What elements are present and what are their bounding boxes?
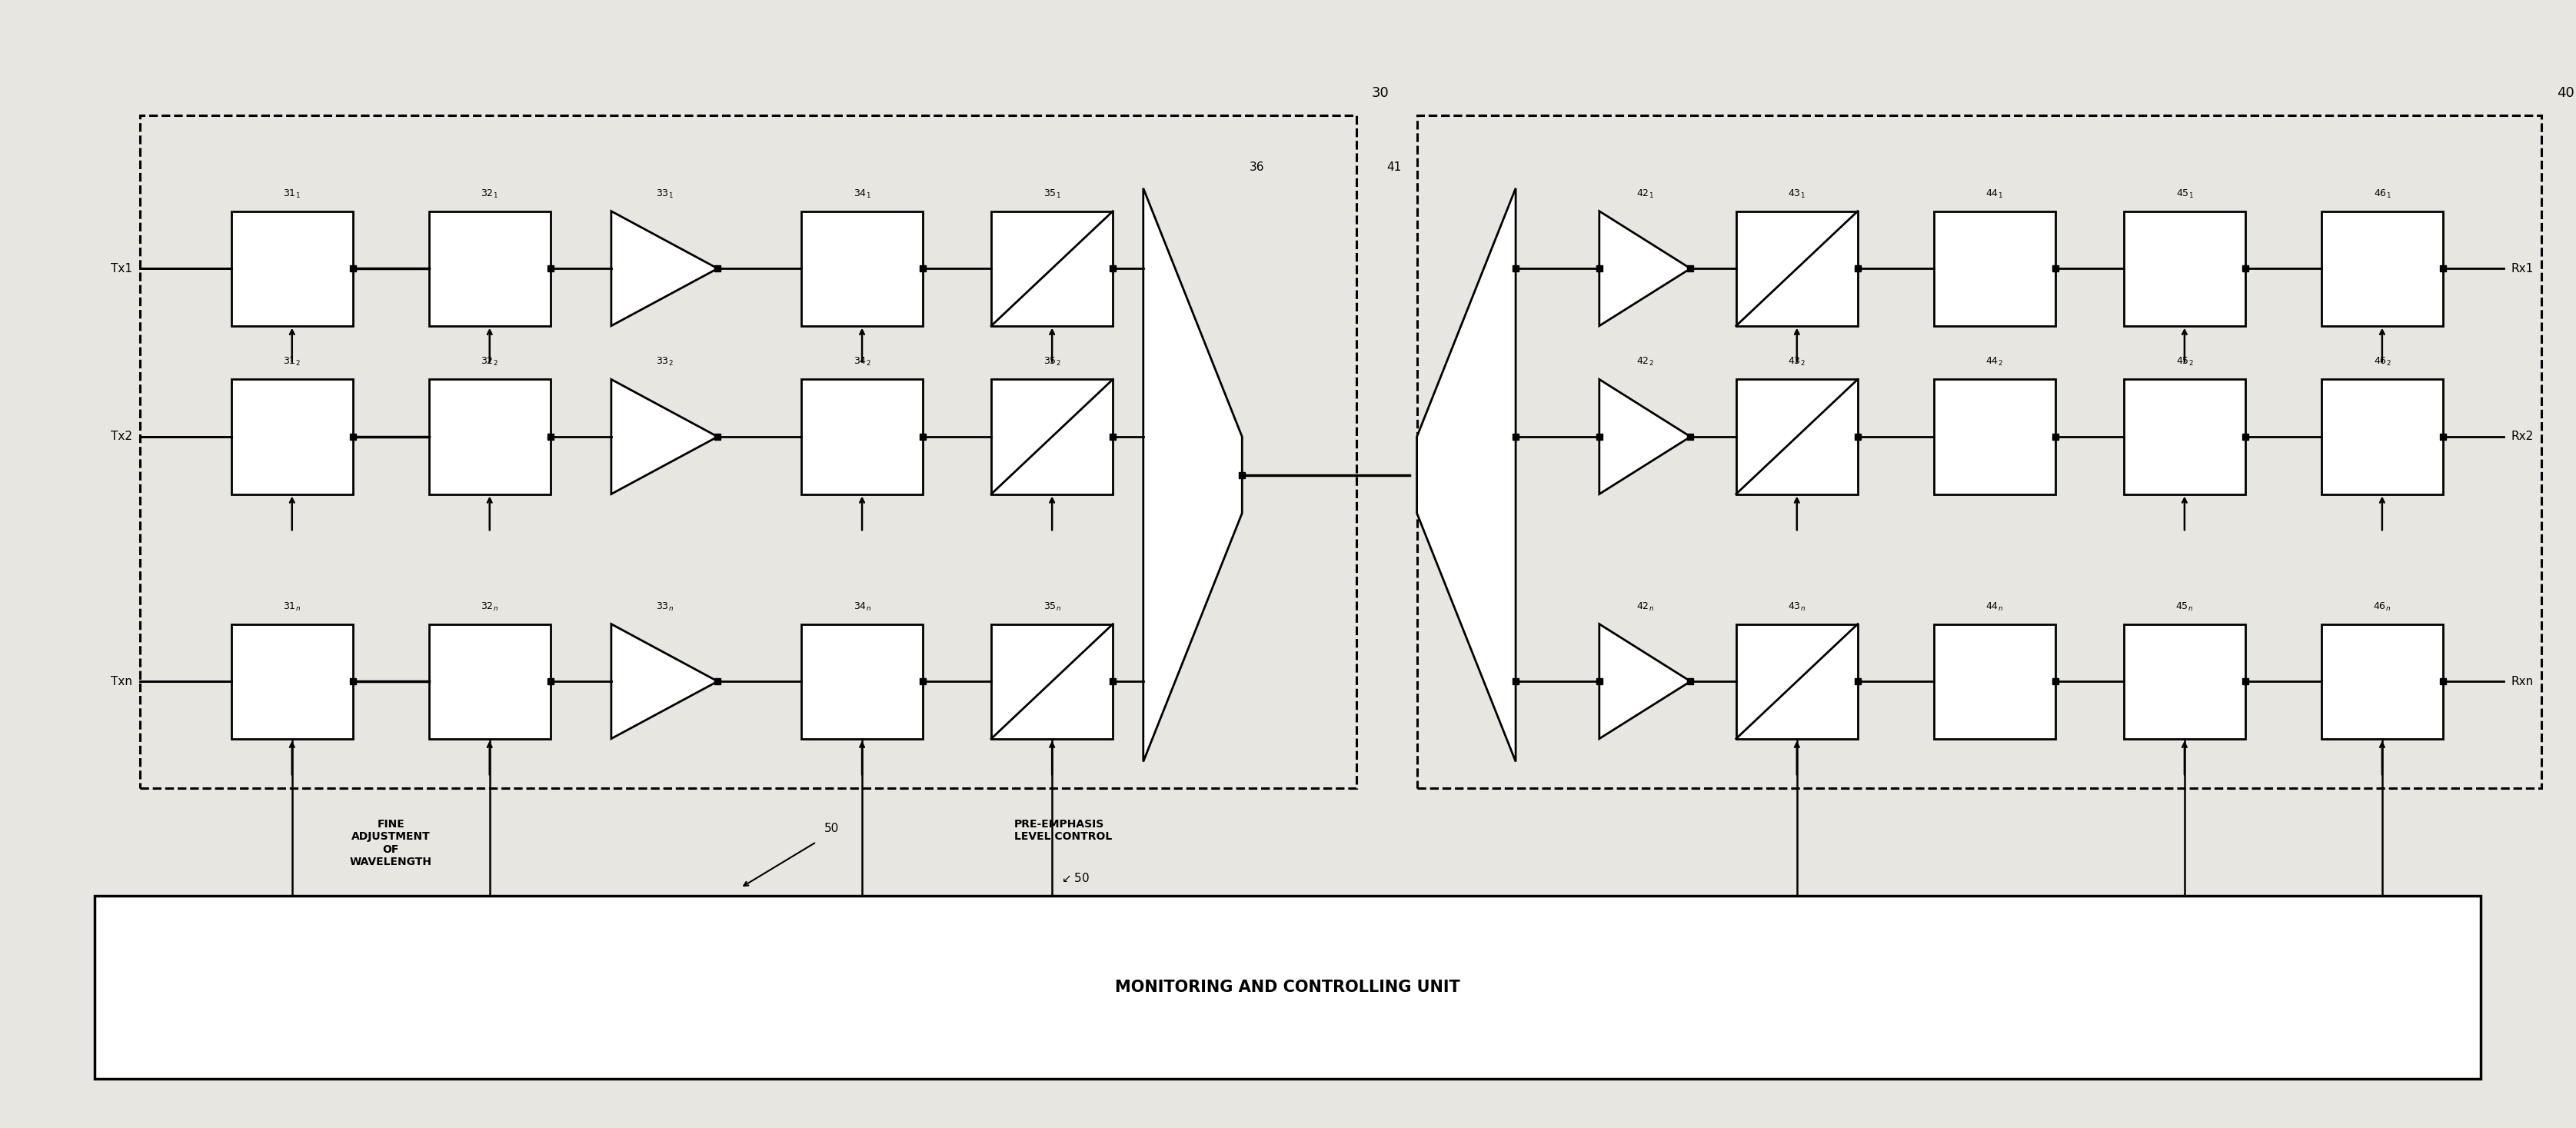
Text: 36: 36	[1249, 161, 1265, 173]
Text: 31$_{2}$: 31$_{2}$	[283, 356, 301, 368]
Polygon shape	[1417, 188, 1515, 761]
Text: 34$_{1}$: 34$_{1}$	[853, 188, 871, 200]
Text: 33$_{1}$: 33$_{1}$	[657, 188, 672, 200]
Bar	[992, 211, 1113, 326]
Text: 46$_{2}$: 46$_{2}$	[2372, 356, 2391, 368]
Bar	[1417, 115, 2543, 788]
Text: $\swarrow$50: $\swarrow$50	[1059, 872, 1090, 884]
Bar	[232, 379, 353, 494]
Text: 43$_{n}$: 43$_{n}$	[1788, 601, 1806, 613]
Text: Txn: Txn	[111, 676, 131, 687]
Text: 34$_{2}$: 34$_{2}$	[853, 356, 871, 368]
Text: 33$_{2}$: 33$_{2}$	[657, 356, 672, 368]
Bar	[428, 211, 551, 326]
Bar	[2321, 211, 2442, 326]
Text: 45$_{n}$: 45$_{n}$	[2177, 601, 2192, 613]
Bar	[1736, 624, 1857, 739]
Bar	[992, 379, 1113, 494]
Text: 42$_{1}$: 42$_{1}$	[1636, 188, 1654, 200]
Polygon shape	[1144, 188, 1242, 761]
Bar	[1935, 379, 2056, 494]
Bar	[95, 896, 2481, 1078]
Bar	[801, 211, 922, 326]
Bar	[992, 624, 1113, 739]
Bar	[139, 115, 1355, 788]
Text: 34$_{n}$: 34$_{n}$	[853, 601, 871, 613]
Text: Tx2: Tx2	[111, 431, 131, 442]
Bar	[1935, 211, 2056, 326]
Text: MONITORING AND CONTROLLING UNIT: MONITORING AND CONTROLLING UNIT	[1115, 979, 1461, 995]
Text: 42$_{n}$: 42$_{n}$	[1636, 601, 1654, 613]
Text: 45$_{2}$: 45$_{2}$	[2177, 356, 2192, 368]
Text: Rxn: Rxn	[2512, 676, 2535, 687]
Text: Tx1: Tx1	[111, 263, 131, 274]
Text: 30: 30	[1370, 87, 1388, 100]
Bar	[232, 624, 353, 739]
Text: 50: 50	[824, 822, 840, 835]
Text: Rx1: Rx1	[2512, 263, 2535, 274]
Text: 32$_{1}$: 32$_{1}$	[482, 188, 497, 200]
Bar	[801, 624, 922, 739]
Polygon shape	[611, 211, 719, 326]
Bar	[1736, 379, 1857, 494]
Text: 32$_{n}$: 32$_{n}$	[482, 601, 500, 613]
Text: 44$_{1}$: 44$_{1}$	[1986, 188, 2004, 200]
Bar	[2321, 379, 2442, 494]
Bar	[232, 211, 353, 326]
Text: 44$_{2}$: 44$_{2}$	[1986, 356, 2004, 368]
Text: 35$_{n}$: 35$_{n}$	[1043, 601, 1061, 613]
Text: 31$_{n}$: 31$_{n}$	[283, 601, 301, 613]
Text: 43$_{1}$: 43$_{1}$	[1788, 188, 1806, 200]
Polygon shape	[611, 624, 719, 739]
Bar	[428, 624, 551, 739]
Bar	[801, 379, 922, 494]
Text: 31$_{1}$: 31$_{1}$	[283, 188, 301, 200]
Text: 35$_{2}$: 35$_{2}$	[1043, 356, 1061, 368]
Text: 46$_{1}$: 46$_{1}$	[2372, 188, 2391, 200]
Polygon shape	[611, 379, 719, 494]
Bar	[1736, 211, 1857, 326]
Text: 46$_{n}$: 46$_{n}$	[2372, 601, 2391, 613]
Text: 35$_{1}$: 35$_{1}$	[1043, 188, 1061, 200]
Text: 44$_{n}$: 44$_{n}$	[1986, 601, 2004, 613]
Polygon shape	[1600, 624, 1690, 739]
Text: FINE
ADJUSTMENT
OF
WAVELENGTH: FINE ADJUSTMENT OF WAVELENGTH	[350, 819, 433, 867]
Text: 43$_{2}$: 43$_{2}$	[1788, 356, 1806, 368]
Text: 32$_{2}$: 32$_{2}$	[482, 356, 497, 368]
Bar	[2321, 624, 2442, 739]
Bar	[2123, 211, 2246, 326]
Text: 41: 41	[1386, 161, 1401, 173]
Bar	[2123, 379, 2246, 494]
Text: 42$_{2}$: 42$_{2}$	[1636, 356, 1654, 368]
Bar	[428, 379, 551, 494]
Bar	[2123, 624, 2246, 739]
Polygon shape	[1600, 379, 1690, 494]
Text: 40: 40	[2558, 87, 2573, 100]
Text: PRE-EMPHASIS
LEVEL CONTROL: PRE-EMPHASIS LEVEL CONTROL	[1015, 819, 1113, 843]
Text: 45$_{1}$: 45$_{1}$	[2177, 188, 2192, 200]
Bar	[1935, 624, 2056, 739]
Text: Rx2: Rx2	[2512, 431, 2535, 442]
Polygon shape	[1600, 211, 1690, 326]
Text: 33$_{n}$: 33$_{n}$	[657, 601, 672, 613]
